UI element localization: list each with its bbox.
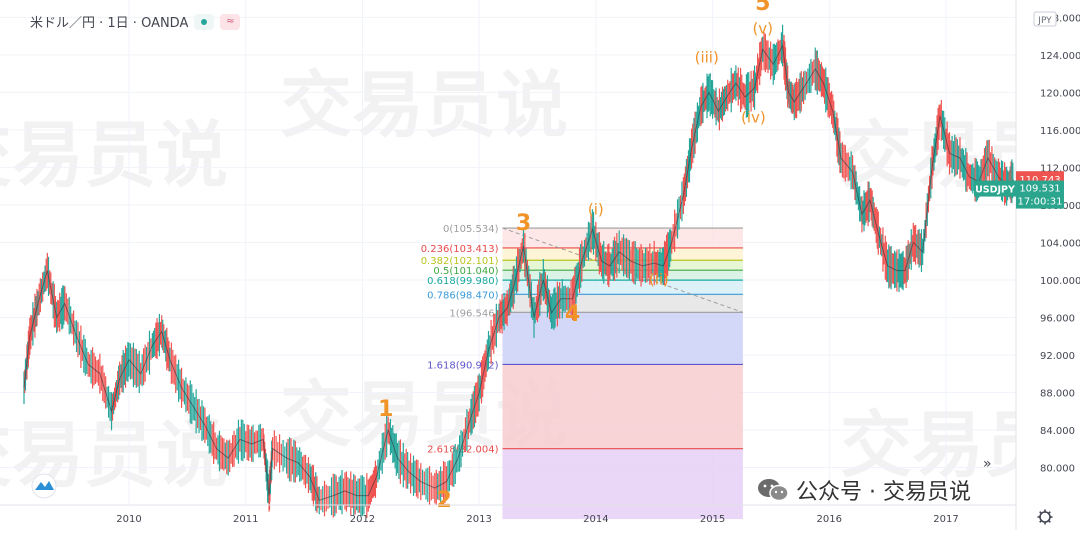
scroll-right-icon: » [983, 456, 992, 472]
compare-icon[interactable]: ≈ [220, 13, 241, 30]
symbol-title[interactable]: 米ドル／円 · 1日 · OANDA [30, 16, 189, 31]
currency-box [1033, 11, 1057, 27]
wave-label: (ii) [649, 271, 669, 289]
wave-label: 2 [436, 488, 451, 513]
settings-gear-tooth [1047, 519, 1051, 523]
price-tick-label: 92.000 [1040, 351, 1075, 362]
fib-level-label: 1(96.546) [449, 308, 498, 319]
time-tick-label: 2011 [233, 514, 258, 525]
watermark-text: 公众号 · 交易员说 [796, 480, 971, 505]
fib-level-label: 0.618(99.980) [427, 276, 499, 287]
ticker-price-label: 109.531 [1019, 184, 1060, 195]
footer-watermark: 公众号 · 交易员说 [756, 474, 971, 506]
time-tick-label: 2017 [933, 514, 958, 525]
fib-level-label: 0.382(102.101) [421, 256, 499, 267]
price-axis-bg [1016, 0, 1080, 505]
fib-zone [502, 364, 743, 449]
time-tick-label: 2012 [350, 514, 375, 525]
settings-gear-tooth [1047, 511, 1051, 515]
wave-label: (iii) [695, 48, 719, 66]
settings-gear-icon[interactable] [1039, 511, 1051, 523]
fib-zone [502, 312, 743, 365]
status-dot-icon[interactable] [194, 13, 215, 30]
currency-label: JPY [1037, 16, 1052, 26]
logo-icon [35, 481, 54, 490]
ticker-tag [974, 180, 1016, 197]
fib-level-label: 0.786(98.470) [427, 290, 499, 301]
price-tick-label: 84.000 [1040, 426, 1075, 437]
price-tick-label: 124.000 [1040, 51, 1080, 62]
watermark-bg-text: 交易员说 [280, 63, 568, 147]
settings-gear-tooth [1039, 511, 1043, 515]
wechat-icon [758, 479, 789, 502]
price-tick-label: 88.000 [1040, 388, 1075, 399]
watermark-bg-text: 交易员说 [0, 113, 228, 197]
price-tick-label: 80.000 [1040, 463, 1075, 474]
price-tick-label: 96.000 [1040, 313, 1075, 324]
time-tick-label: 2016 [817, 514, 842, 525]
fib-level-label: 0(105.534) [443, 224, 499, 235]
fib-zone [502, 448, 743, 520]
wave-label: 3 [516, 211, 531, 236]
price-tick-label: 116.000 [1040, 126, 1080, 137]
price-tick-label: 112.000 [1040, 163, 1080, 174]
price-tick-label: 128.000 [1040, 13, 1080, 24]
ticker-price-tag [1016, 180, 1064, 209]
wave-label: (iv) [741, 108, 766, 126]
wave-label: (i) [588, 200, 604, 218]
time-tick-label: 2014 [583, 514, 608, 525]
price-tick-label: 100.000 [1040, 276, 1080, 287]
wave-label: 4 [565, 302, 580, 327]
wave-label: 1 [378, 397, 393, 422]
ticker-label: USDJPY [975, 185, 1015, 196]
price-tick-label: 104.000 [1040, 238, 1080, 249]
price-line [23, 43, 1015, 501]
wave-label: 5 [755, 0, 770, 16]
time-tick-label: 2015 [700, 514, 725, 525]
chart-header: 米ドル／円 · 1日 · OANDA ≈ [30, 12, 241, 31]
countdown-label: 17:00:31 [1018, 197, 1063, 208]
settings-gear-tooth [1039, 519, 1043, 523]
time-tick-label: 2010 [116, 514, 141, 525]
fib-level-label: 1.618(90.992) [427, 360, 499, 371]
fib-level-label: 0.236(103.413) [421, 244, 499, 255]
price-tick-label: 120.000 [1040, 88, 1080, 99]
fib-level-label: 0.5(101.040) [433, 266, 498, 277]
time-tick-label: 2013 [466, 514, 491, 525]
wave-label: (v) [752, 19, 773, 37]
fib-zone [502, 270, 743, 281]
